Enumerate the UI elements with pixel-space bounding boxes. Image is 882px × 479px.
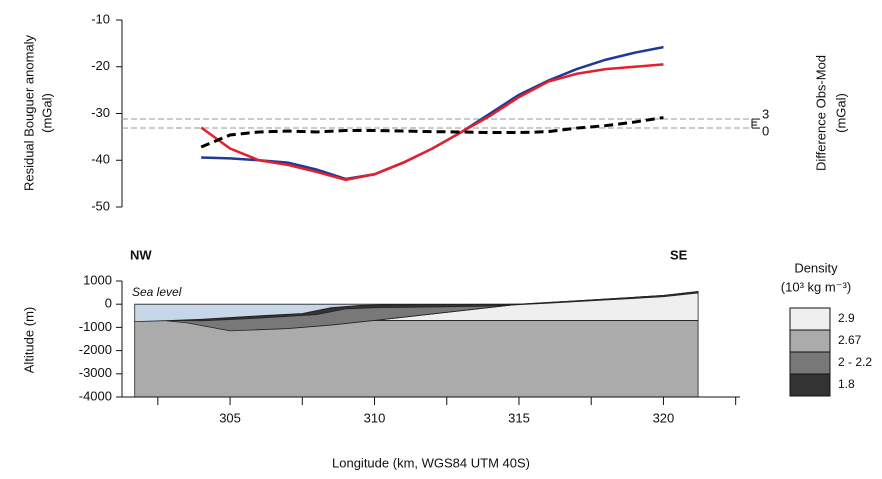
- y-tick-label: -3000: [79, 365, 112, 380]
- x-axis-label: Longitude (km, WGS84 UTM 40S): [332, 455, 530, 470]
- sea-level-label: Sea level: [132, 285, 182, 299]
- legend-title: Density: [794, 260, 838, 275]
- y2-tick-label: 3: [762, 106, 769, 121]
- x-tick-label: 305: [219, 410, 241, 425]
- legend-swatch: [789, 373, 831, 397]
- y-tick-label: -20: [91, 58, 110, 73]
- density-layer: [134, 320, 699, 398]
- y-tick-label: -40: [91, 152, 110, 167]
- x-tick-label: 310: [364, 410, 386, 425]
- data-line: [200, 63, 664, 182]
- legend-label: 2.9: [838, 311, 855, 325]
- y2-axis-label: Difference Obs-Mod: [813, 55, 828, 171]
- legend-label: 2 - 2.2: [838, 355, 872, 369]
- legend-unit: (10³ kg m⁻³): [781, 279, 851, 294]
- legend-swatch: [789, 329, 831, 353]
- x-tick-label: 315: [508, 410, 530, 425]
- data-line: [200, 116, 664, 149]
- x-tick-label: 320: [653, 410, 675, 425]
- annotation: NW: [130, 247, 152, 262]
- y-tick-label: 1000: [83, 272, 112, 287]
- y-axis-label: Altitude (m): [21, 307, 36, 373]
- annotation: SE: [670, 247, 688, 262]
- y-tick-label: -4000: [79, 388, 112, 403]
- y-tick-label: -50: [91, 198, 110, 213]
- data-line: [201, 45, 664, 181]
- y-tick-label: 0: [105, 296, 112, 311]
- legend-label: 1.8: [838, 377, 855, 391]
- y2-tick-label: 0: [762, 123, 769, 138]
- y-axis-label: Residual Bouguer anomaly: [21, 34, 36, 191]
- y-tick-label: -1000: [79, 319, 112, 334]
- sea-area: [134, 303, 519, 323]
- legend-label: 2.67: [838, 333, 862, 347]
- y-tick-label: -10: [91, 11, 110, 26]
- y-tick-label: -30: [91, 105, 110, 120]
- y-tick-label: -2000: [79, 342, 112, 357]
- y2-axis-label: (mGal): [833, 93, 848, 133]
- y-axis-label: (mGal): [39, 93, 54, 133]
- legend-swatch: [789, 307, 831, 331]
- legend-swatch: [789, 351, 831, 375]
